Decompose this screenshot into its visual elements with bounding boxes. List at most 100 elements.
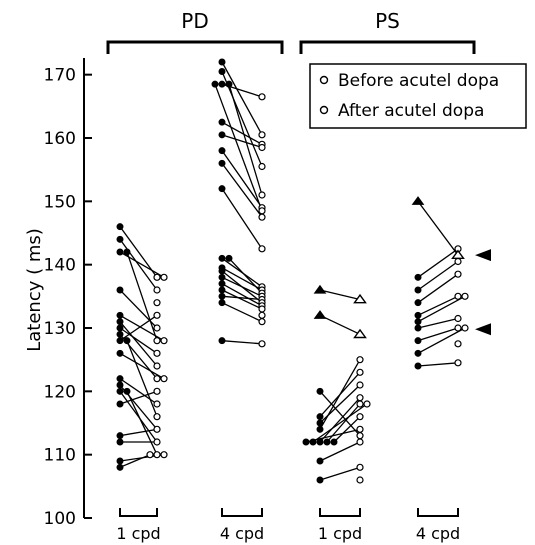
pair-line [417,248,459,278]
data-point-after [454,324,462,332]
data-point-before [123,387,131,395]
data-point-after [258,245,266,253]
data-point-after [353,328,367,339]
data-point-after [461,324,469,332]
data-point-before [116,438,124,446]
y-tick-label: 110 [44,446,76,466]
legend-marker [319,105,329,115]
data-point-before [116,457,124,465]
data-point-before [302,438,310,446]
data-point-after [153,337,161,345]
x-category-bracket [221,508,263,517]
y-tick-label: 130 [44,319,76,339]
data-point-before [411,196,425,205]
pair-line [119,454,151,468]
data-points [116,58,469,484]
arrow-annotation [475,249,491,262]
y-tick-label: 100 [44,509,76,529]
data-point-after [153,375,161,383]
legend-marker [319,75,329,85]
data-point-before [414,311,422,319]
y-tick-label: 160 [44,129,76,149]
data-point-before [414,299,422,307]
pair-line [221,276,263,297]
pair-line [319,314,361,335]
legend: Before acutel dopa After acutel dopa [309,63,527,129]
data-point-before [313,310,327,319]
x-tick-label: 1 cpd [116,524,160,543]
group-labels: PD PS [181,9,400,33]
data-point-before [316,425,324,433]
data-point-before [116,349,124,357]
data-point-before [218,159,226,167]
data-point-after [454,270,462,278]
data-point-after [153,413,161,421]
pair-line [221,188,263,250]
data-point-before [218,131,226,139]
pair-line [319,359,361,430]
data-point-before [218,254,226,262]
data-point-after [153,324,161,332]
y-tick-label: 150 [44,192,76,212]
data-point-before [116,375,124,383]
data-point-before [316,438,324,446]
data-point-after [258,162,266,171]
pair-line [221,162,263,218]
data-point-after [258,340,266,348]
data-point-before [116,311,124,319]
data-point-before [218,292,226,300]
data-point-before [414,349,422,357]
pair-line [417,317,459,329]
data-point-after [153,451,161,459]
data-point-after [258,191,266,199]
data-point-after [160,273,168,281]
data-point-after [356,413,364,421]
data-point-before [414,337,422,345]
legend-entry: Before acutel dopa [338,71,499,91]
pair-line [417,362,459,367]
data-point-after [258,207,266,215]
data-point-after [258,93,266,101]
data-point-before [218,68,226,75]
pair-line [417,273,459,304]
data-point-after [258,131,266,139]
data-point-before [116,286,124,294]
pair-line [319,397,361,443]
data-point-before [313,284,327,294]
data-point-before [218,58,226,66]
data-point-before [116,223,124,231]
data-point-before [225,80,233,88]
data-point-before [116,463,124,471]
pair-line [126,391,158,455]
data-point-after [258,305,266,313]
pair-line [221,295,263,301]
data-point-before [116,337,124,345]
group-label-pd: PD [181,9,208,33]
data-point-after [153,349,161,357]
pair-line [319,390,361,437]
data-point-before [414,362,422,370]
data-point-after [153,362,161,370]
pair-line [228,83,263,196]
pair-line [126,340,158,417]
group-bracket-pd [106,40,284,54]
x-tick-label: 1 cpd [318,524,362,543]
pair-line [119,314,165,342]
data-point-before [316,476,324,484]
group-label-ps: PS [375,9,400,33]
data-point-after [258,143,266,152]
pair-line [417,295,466,323]
data-point-before [218,80,226,88]
data-point-after [454,257,462,266]
legend-entry: After acutel dopa [338,101,484,121]
pair-line [119,226,158,278]
data-point-after [160,451,168,459]
data-point-after [356,438,364,446]
data-point-after [153,286,161,294]
data-point-before [211,80,219,88]
data-point-after [258,213,266,221]
data-point-after [153,299,161,307]
data-point-before [218,273,226,281]
data-point-after [454,340,462,348]
